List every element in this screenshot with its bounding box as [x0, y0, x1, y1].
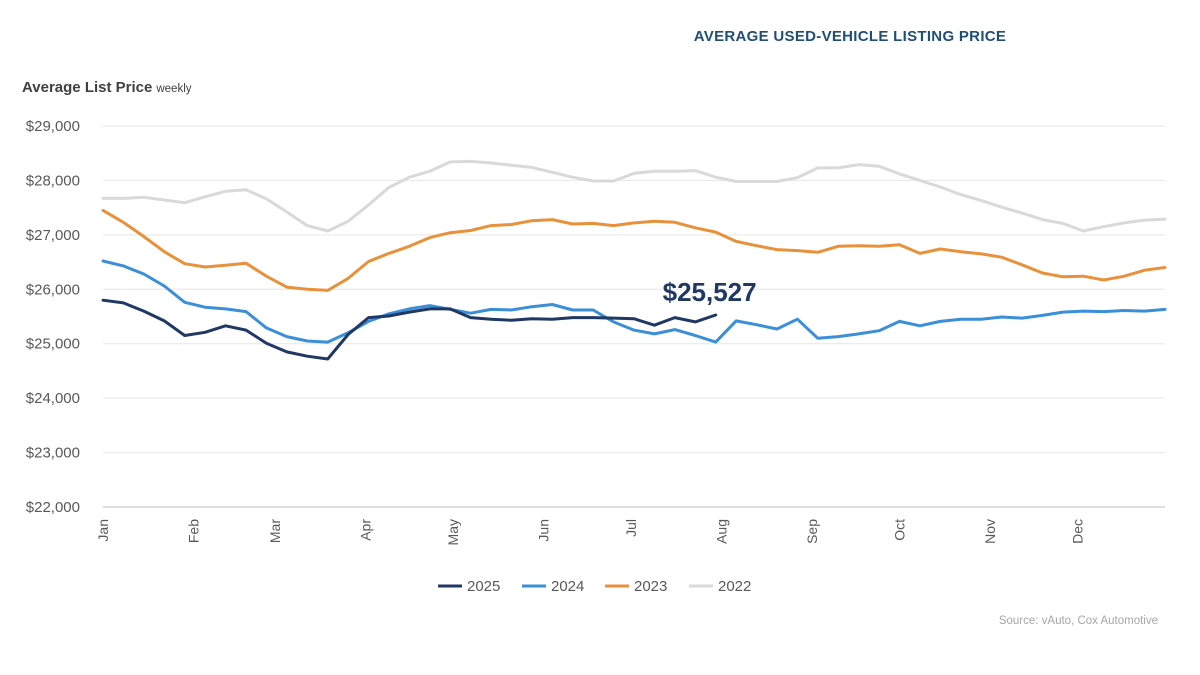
gridlines [103, 125, 1165, 508]
annotation-label: $25,527 [663, 277, 757, 307]
y-tick-label: $25,000 [26, 336, 80, 353]
source-note: Source: vAuto, Cox Automotive [998, 615, 1158, 627]
legend: 2025 2024 2023 2022 [438, 578, 751, 595]
x-tick-label: Nov [982, 519, 998, 544]
annotation-layer: $25,527 [663, 277, 757, 307]
x-tick-label: Jun [536, 519, 552, 542]
x-tick-label: Aug [714, 519, 730, 544]
series-line-2022 [101, 159, 1167, 233]
x-tick-label: Jul [623, 519, 639, 537]
x-tick-label: Jan [95, 519, 111, 542]
series-line-2024 [101, 259, 1167, 344]
y-axis-ticks: $22,000 $23,000 $24,000 $25,000 $26,000 $27,0… [26, 118, 80, 516]
y-axis-label: Average List Price weekly [22, 79, 192, 97]
x-axis-ticks: Jan Feb Mar Apr May Jun Jul Aug Sep Oct Nov Dec [95, 519, 1085, 546]
y-tick-label: $28,000 [26, 172, 80, 189]
series-layer [101, 159, 1167, 361]
legend-label-2022: 2022 [718, 578, 751, 595]
y-tick-label: $22,000 [26, 499, 80, 516]
chart-title: AVERAGE USED-VEHICLE LISTING PRICE [693, 28, 1007, 45]
y-tick-label: $26,000 [26, 281, 80, 298]
x-tick-label: Dec [1069, 519, 1085, 544]
series-line-2025 [101, 298, 718, 361]
x-tick-label: Mar [267, 519, 283, 543]
legend-label-2024: 2024 [551, 578, 584, 595]
x-tick-label: Feb [185, 519, 201, 543]
x-tick-label: Oct [892, 519, 908, 541]
x-tick-label: May [445, 519, 461, 545]
y-tick-label: $23,000 [26, 445, 80, 462]
y-axis-label-sub: weekly [156, 83, 192, 95]
y-axis-label-main: Average List Price [22, 79, 153, 96]
x-tick-label: Sep [804, 519, 820, 544]
y-tick-label: $29,000 [26, 118, 80, 135]
y-tick-label: $27,000 [26, 227, 80, 244]
x-tick-label: Apr [358, 519, 374, 541]
legend-label-2025: 2025 [467, 578, 500, 595]
series-line-2023 [101, 208, 1167, 292]
legend-label-2023: 2023 [634, 578, 667, 595]
y-tick-label: $24,000 [26, 390, 80, 407]
